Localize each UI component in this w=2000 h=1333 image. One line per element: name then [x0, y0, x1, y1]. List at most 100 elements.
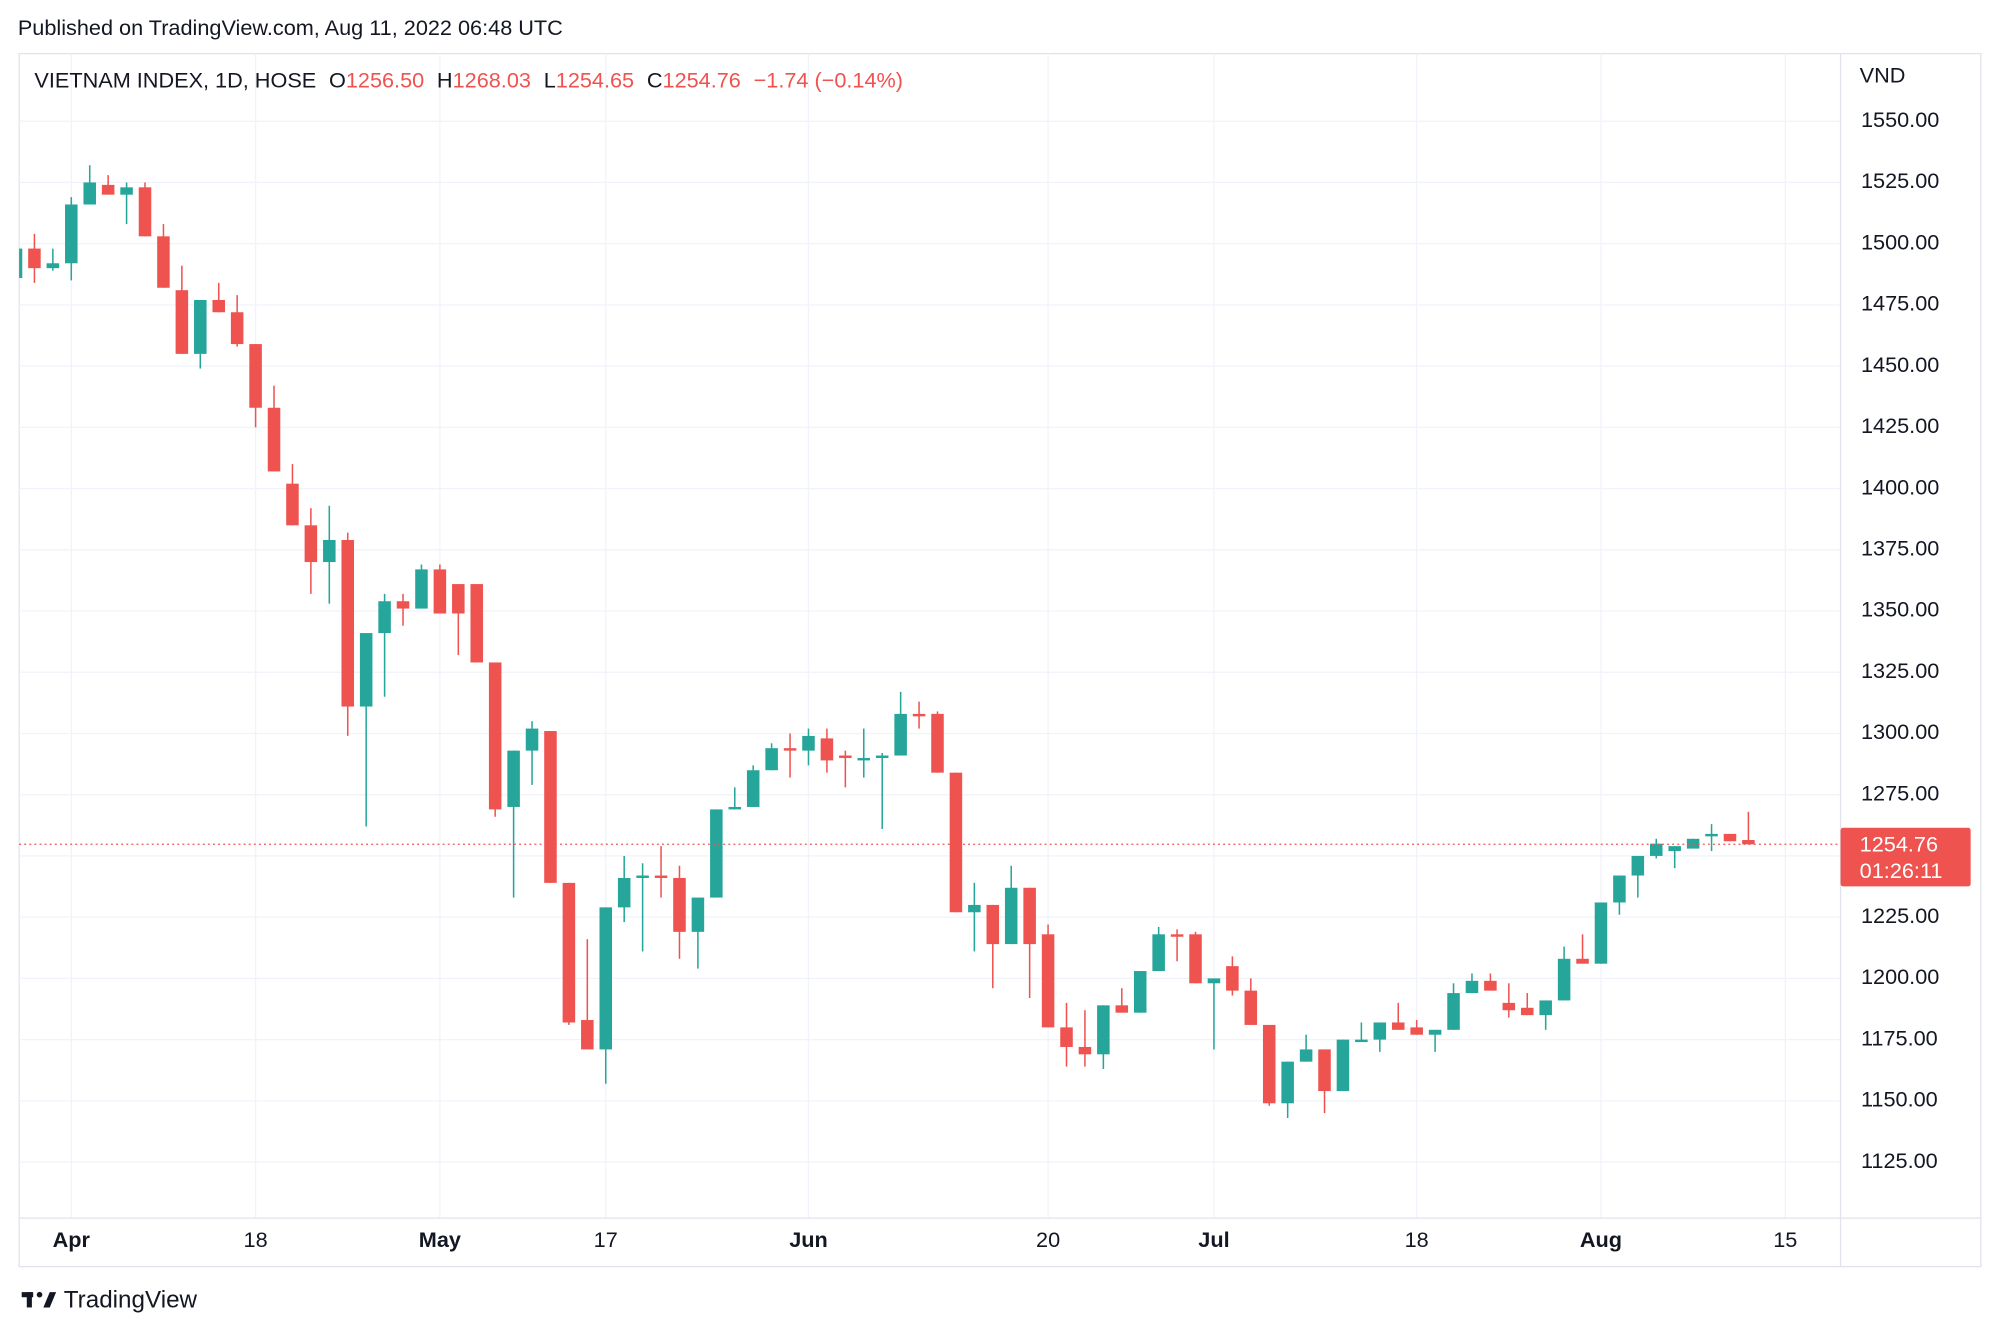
candle-body: [1631, 855, 1645, 876]
candle-body: [1244, 990, 1258, 1025]
candle-body: [1115, 1005, 1129, 1013]
y-tick-label: 1425.00: [1861, 413, 1939, 438]
candle-body: [230, 312, 244, 345]
candle-body: [1557, 958, 1571, 1001]
y-tick-label: 1350.00: [1861, 597, 1939, 622]
candle-body: [581, 1020, 594, 1050]
candle-body: [673, 877, 686, 932]
candle-body: [1613, 875, 1626, 903]
candle-body: [1318, 1049, 1331, 1092]
candle-body: [1447, 993, 1460, 1030]
candle-body: [1539, 1000, 1552, 1016]
x-tick-label: Aug: [1580, 1227, 1622, 1252]
y-tick-label: 1225.00: [1861, 903, 1939, 928]
candle-body: [654, 875, 668, 878]
candle-body: [1023, 887, 1036, 945]
y-tick-label: 1300.00: [1861, 719, 1939, 744]
x-tick-label: Jul: [1198, 1227, 1229, 1252]
candle-body: [1502, 1002, 1516, 1011]
x-tick-label: 18: [244, 1227, 268, 1252]
y-tick-label: 1525.00: [1861, 168, 1939, 193]
candle-body: [1465, 980, 1479, 994]
open-value: 1256.50: [346, 67, 424, 92]
candle-body: [691, 897, 705, 932]
candle-body: [1060, 1027, 1073, 1047]
chart-frame: [18, 52, 1982, 1268]
candle-body: [599, 907, 613, 1050]
candle-body: [1226, 966, 1239, 991]
candle-body: [1520, 1007, 1534, 1016]
close-value: 1254.76: [663, 67, 741, 92]
y-tick-label: 1375.00: [1861, 536, 1939, 561]
candle-body: [1723, 833, 1737, 842]
candle-body: [617, 877, 631, 908]
high-key: H: [437, 67, 453, 92]
y-axis-label: VND: [1860, 62, 1906, 87]
y-tick-label: 1125.00: [1861, 1148, 1938, 1173]
candle-body: [1189, 934, 1202, 984]
candle-body: [857, 757, 871, 761]
candle-body: [525, 728, 539, 751]
candle-body: [1484, 980, 1497, 991]
brand-logo: [21, 1291, 57, 1308]
candle-body: [1152, 934, 1165, 972]
candle-body: [1355, 1039, 1368, 1043]
candle-body: [839, 755, 852, 758]
candle-body: [433, 569, 447, 614]
x-tick-label: Apr: [53, 1227, 91, 1252]
candle-body: [304, 525, 318, 563]
candle-body: [83, 182, 96, 205]
candle-body: [1594, 902, 1608, 964]
candle-body: [1078, 1046, 1092, 1055]
candle-body: [378, 601, 391, 634]
candle-body: [488, 662, 502, 810]
candle-body: [912, 713, 926, 717]
candle-body: [1299, 1049, 1313, 1062]
candle-body: [765, 748, 778, 771]
candle-body: [1170, 934, 1184, 937]
published-note: Published on TradingView.com, Aug 11, 20…: [18, 15, 563, 40]
candle-body: [1262, 1024, 1276, 1104]
candle-body: [470, 584, 484, 663]
x-tick-label: 17: [594, 1227, 618, 1252]
y-tick-label: 1500.00: [1861, 229, 1939, 254]
candle-body: [931, 713, 944, 773]
y-tick-label: 1400.00: [1861, 474, 1939, 499]
candle-body: [46, 263, 60, 269]
candle-body: [1373, 1022, 1387, 1040]
candle-body: [986, 904, 1000, 945]
change-value: −1.74 (−0.14%): [754, 67, 903, 92]
candle-body: [452, 584, 465, 614]
candle-body: [28, 248, 41, 269]
candle-body: [101, 184, 115, 195]
x-tick-label: 15: [1773, 1227, 1797, 1252]
candle-body: [507, 750, 520, 807]
candle-body: [1281, 1061, 1294, 1104]
candle-body: [212, 299, 225, 313]
candle-body: [562, 882, 576, 1023]
y-tick-label: 1150.00: [1861, 1087, 1938, 1112]
countdown-label: 01:26:11: [1860, 858, 1943, 883]
x-tick-label: Jun: [789, 1227, 828, 1252]
candle-body: [1336, 1039, 1350, 1092]
candle-body: [894, 713, 907, 756]
candle-body: [138, 187, 152, 237]
candle-body: [396, 601, 410, 609]
y-tick-label: 1550.00: [1861, 107, 1939, 132]
candle-body: [1410, 1027, 1423, 1035]
candle-body: [175, 290, 189, 354]
chart-header: VIETNAM INDEX, 1D, HOSE O1256.50 H1268.03 L…: [34, 67, 903, 92]
candle-body: [249, 344, 262, 408]
candle-body: [415, 569, 428, 609]
candle-body: [19, 248, 23, 278]
y-tick-label: 1475.00: [1861, 291, 1939, 316]
candle-body: [1705, 833, 1718, 837]
candle-body: [820, 738, 834, 761]
candle-body: [710, 809, 723, 898]
candle-body: [783, 748, 797, 751]
candle-body: [544, 731, 557, 883]
candle-body: [323, 540, 336, 563]
open-key: O: [329, 67, 346, 92]
